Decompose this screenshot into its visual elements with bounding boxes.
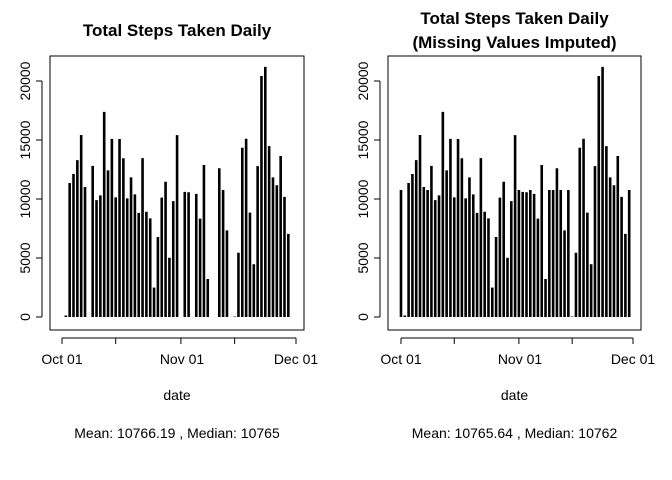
plot-frame [49, 55, 305, 331]
y-tick-label: 10000 [355, 179, 371, 218]
chart-title: Total Steps Taken Daily [420, 9, 609, 28]
y-tick-label: 5000 [355, 242, 371, 273]
y-tick-label: 10000 [17, 179, 33, 218]
x-tick-label: Dec 01 [611, 351, 656, 367]
summary-subtitle: Mean: 10765.64 , Median: 10762 [412, 425, 618, 441]
x-tick-label: Oct 01 [41, 351, 82, 367]
x-axis-label: date [163, 387, 190, 403]
plot-frame [387, 55, 642, 331]
y-tick-label: 20000 [17, 61, 33, 100]
chart-panel-right: Total Steps Taken Daily (Missing Values I… [355, 9, 655, 441]
x-tick-label: Dec 01 [274, 351, 319, 367]
chart-title-line2: (Missing Values Imputed) [412, 33, 616, 52]
y-tick-label: 15000 [17, 120, 33, 159]
y-tick-label: 0 [355, 313, 371, 321]
x-axis-label: date [501, 387, 528, 403]
y-tick-label: 20000 [355, 61, 371, 100]
x-tick-label: Oct 01 [380, 351, 421, 367]
x-tick-label: Nov 01 [160, 351, 205, 367]
y-tick-label: 5000 [17, 242, 33, 273]
summary-subtitle: Mean: 10766.19 , Median: 10765 [74, 425, 280, 441]
chart-panel-left: Total Steps Taken Daily Oct 01 Nov 01 Dec 0… [17, 21, 318, 441]
x-tick-label: Nov 01 [498, 351, 543, 367]
y-tick-label: 0 [17, 313, 33, 321]
chart-title: Total Steps Taken Daily [83, 21, 272, 40]
y-tick-label: 15000 [355, 120, 371, 159]
